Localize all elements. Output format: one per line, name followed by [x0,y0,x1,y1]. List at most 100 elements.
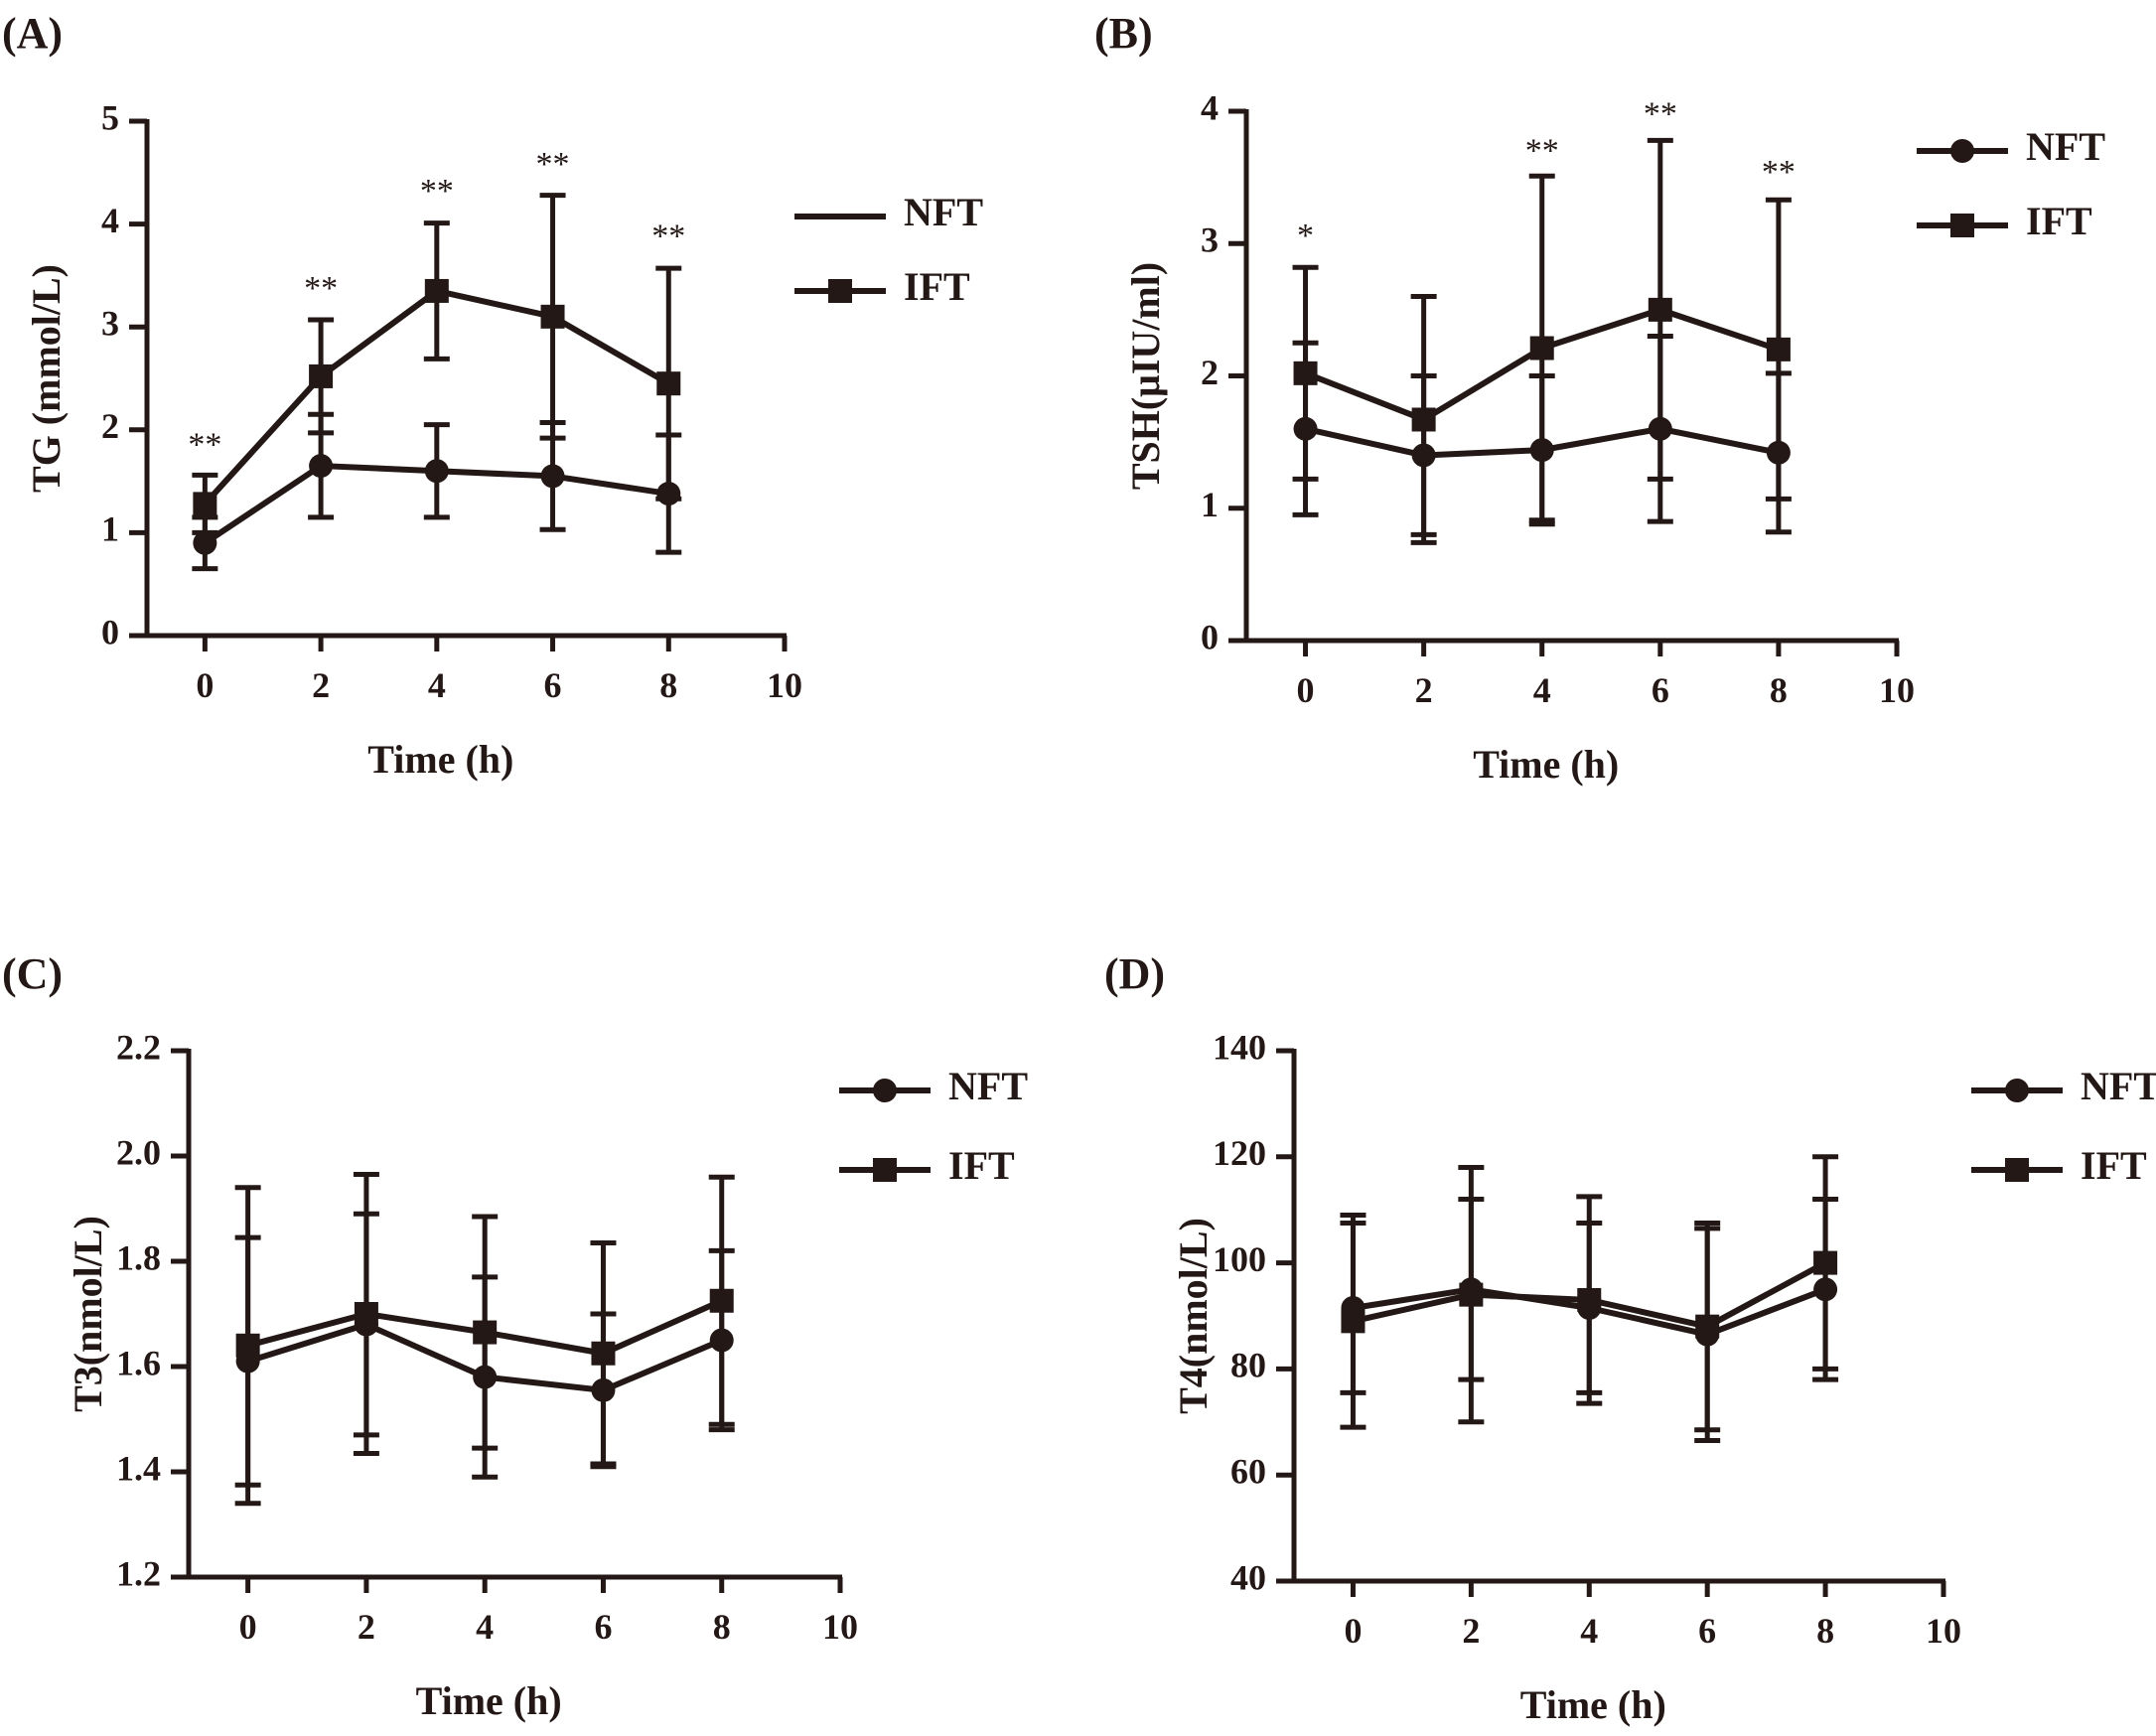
legend-marker [1950,139,1974,163]
data-point-ift [1459,1282,1484,1307]
y-tick-label: 0 [1201,617,1219,656]
significance-marker: ** [651,217,685,254]
data-point-ift [656,371,681,396]
x-tick-label: 0 [239,1607,257,1647]
data-point-ift [1577,1287,1602,1312]
x-tick-label: 6 [1652,670,1669,710]
legend-label: NFT [2026,124,2105,169]
legend-item-nft: NFT [1917,124,2105,169]
legend-item-nft: NFT [1971,1064,2156,1108]
x-tick-label: 0 [196,665,214,705]
data-point-ift [1341,1309,1365,1334]
data-point-ift [709,1288,734,1313]
data-point-ift [235,1333,260,1358]
y-tick-label: 5 [101,97,119,137]
y-tick-label: 4 [101,201,119,240]
x-tick-label: 8 [659,665,677,705]
legend-item-ift: IFT [1971,1143,2147,1188]
x-tick-label: 10 [1879,670,1915,710]
x-tick-label: 0 [1297,670,1315,710]
legend-marker [873,1158,897,1182]
x-tick-label: 6 [544,665,562,705]
x-tick-label: 2 [1415,670,1433,710]
legend-marker [2005,1079,2029,1102]
y-tick-label: 120 [1213,1133,1266,1173]
y-tick-label: 40 [1230,1557,1266,1597]
legend-item-ift: IFT [794,264,970,309]
chart-panel-c: (C) 0 2 4 6 8 10 1.2 1.4 1.6 1.8 2.0 2.2 Time (h) T3(n… [2,949,1028,1723]
data-point-ift [540,304,565,329]
data-point-ift [473,1320,498,1345]
y-tick-label: 3 [1201,220,1219,260]
y-tick-label: 60 [1230,1451,1266,1491]
data-point-ift [1813,1250,1838,1275]
y-axis-title: T4(nmol/L) [1171,1218,1216,1414]
legend-label: IFT [2081,1143,2147,1188]
y-tick-label: 2.0 [116,1132,161,1172]
data-point-ift [591,1341,616,1366]
y-tick-label: 0 [101,612,119,651]
y-tick-label: 2.2 [116,1027,161,1067]
y-tick-label: 1 [1201,485,1219,524]
y-tick-label: 80 [1230,1346,1266,1385]
x-tick-label: 8 [1770,670,1788,710]
y-tick-label: 1.6 [116,1343,161,1382]
significance-marker: ** [304,270,338,307]
legend-label: NFT [948,1064,1028,1108]
x-tick-label: 4 [428,665,446,705]
legend-label: NFT [2081,1064,2156,1108]
y-tick-label: 2 [101,406,119,446]
data-point-ift [354,1302,378,1326]
significance-marker: ** [536,146,570,183]
data-point-nft [1766,440,1791,465]
data-point-nft [656,482,681,506]
data-point-nft [540,464,565,489]
y-axis-title: TSH(μIU/ml) [1123,262,1168,490]
x-axis-title: Time (h) [367,737,513,782]
y-axis-title: TG (mmol/L) [24,264,69,493]
data-point-nft [193,530,217,555]
x-tick-label: 10 [767,665,802,705]
x-tick-label: 6 [1698,1611,1716,1651]
x-tick-label: 4 [1533,670,1551,710]
significance-marker: ** [1644,95,1677,132]
data-point-ift [1766,337,1791,362]
y-tick-label: 100 [1213,1239,1266,1279]
significance-marker: * [1297,217,1314,254]
x-tick-label: 6 [594,1607,612,1647]
x-tick-label: 10 [822,1607,858,1647]
legend-label: IFT [2026,199,2092,243]
data-point-ift [1529,336,1554,361]
legend-item-ift: IFT [1917,199,2092,243]
data-point-ift [1648,297,1672,322]
data-point-nft [1529,438,1554,463]
significance-marker: ** [1525,133,1559,170]
y-tick-label: 2 [1201,353,1219,392]
legend-item-ift: IFT [839,1143,1015,1188]
legend-label: IFT [948,1143,1015,1188]
legend-marker [828,279,852,303]
data-point-ift [424,278,449,303]
data-point-nft [473,1365,498,1389]
x-tick-label: 8 [1816,1611,1834,1651]
legend-label: IFT [904,264,970,309]
legend-marker [1950,214,1974,237]
data-point-nft [591,1377,616,1402]
data-point-ift [1293,361,1318,385]
chart-panel-d: (D) 0 2 4 6 8 10 40 60 80 100 120 140 Time (h) T4(nmol… [1104,949,2156,1727]
data-point-nft [1411,443,1436,468]
y-tick-label: 1 [101,509,119,549]
y-tick-label: 1.2 [116,1553,161,1593]
x-axis-title: Time (h) [1520,1682,1666,1727]
data-point-nft [1648,416,1672,441]
y-tick-label: 3 [101,303,119,343]
y-tick-label: 4 [1201,87,1219,127]
x-tick-label: 0 [1344,1611,1362,1651]
x-tick-label: 2 [358,1607,375,1647]
x-tick-label: 4 [476,1607,494,1647]
data-point-nft [309,454,334,479]
chart-panel-a: (A) 0 2 4 6 8 10 0 1 2 3 4 5 Time (h) TG (mmol/L) ** ** *… [2,9,983,782]
data-point-ift [193,492,217,516]
